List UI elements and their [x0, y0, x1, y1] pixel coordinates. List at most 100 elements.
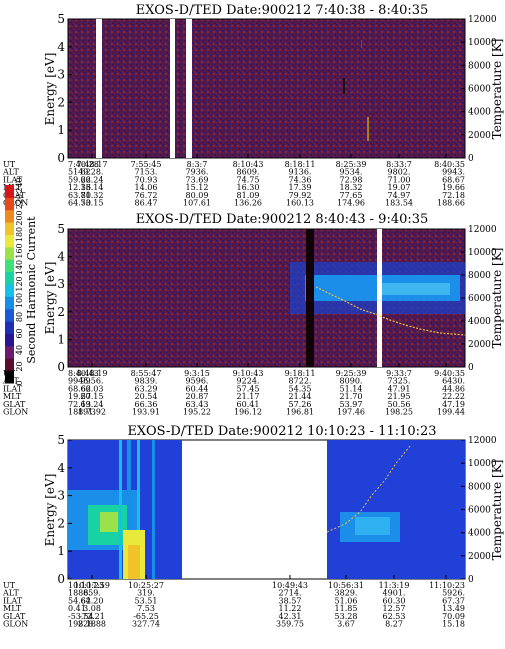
table-row-label: GLON — [3, 408, 28, 417]
colorbar-tick-label: 180 — [15, 227, 24, 242]
table-cell: 11.85 — [335, 604, 358, 613]
y2tick-label: 12000 — [468, 225, 497, 235]
table-cell: 9943. — [442, 168, 465, 177]
panel-1-title: EXOS-D/TED Date:900212 7:40:38 - 8:40:35 — [136, 3, 429, 18]
table-cell: 8:40:35 — [434, 160, 465, 169]
colorbar-tick-label: 100 — [15, 293, 24, 308]
panel-2-yticks: 0 1 2 3 4 5 — [57, 222, 72, 374]
colorbar-cell — [5, 246, 14, 260]
table-cell: 198.18 — [68, 620, 96, 629]
table-cell: 183.54 — [385, 199, 413, 208]
colorbar-tick-label: 140 — [15, 260, 24, 275]
table-cell: 19.66 — [442, 183, 465, 192]
table-cell: 13.14 — [81, 183, 104, 192]
table-cell: 8609. — [237, 168, 260, 177]
table-cell: 9956. — [81, 377, 104, 386]
y2tick-label: 10000 — [468, 38, 497, 48]
table-cell: 8:3:7 — [187, 160, 208, 169]
table-cell: 19.07 — [388, 183, 411, 192]
y2tick-label: 8000 — [468, 271, 491, 281]
panel-1-streaks — [343, 40, 369, 141]
table-cell: 54.62 — [68, 596, 91, 605]
table-cell: 7:55:45 — [131, 160, 162, 169]
table-cell: 188.66 — [437, 199, 465, 208]
table-row-label: ALT — [2, 168, 19, 177]
panel-1-y2ticks: 0 2000 4000 6000 8000 10000 12000 — [461, 15, 497, 164]
table-cell: 6228. — [81, 168, 104, 177]
table-cell: 9802. — [388, 168, 411, 177]
table-cell: 51.14 — [340, 384, 363, 393]
table-cell: 9:10:43 — [233, 369, 264, 378]
table-cell: 20.87 — [186, 392, 209, 401]
table-cell: 11:3:19 — [379, 581, 410, 590]
table-cell: -65.25 — [133, 612, 159, 621]
table-cell: 14.06 — [135, 183, 158, 192]
table-cell: 73.69 — [186, 175, 209, 184]
panel-1-gaps — [96, 19, 192, 158]
panel-1-ylabel: Energy [eV] — [43, 53, 57, 126]
ytick-label: 5 — [57, 12, 65, 26]
panel-3-span-right-bg — [327, 440, 465, 579]
ytick-label: 0 — [57, 360, 65, 374]
table-cell: 72.98 — [340, 175, 363, 184]
table-cell: 18.32 — [340, 183, 363, 192]
table-row-label: GLON — [3, 199, 28, 208]
panel-2-temperature-trace — [315, 286, 466, 336]
table-cell: 0.41 — [68, 604, 86, 613]
ytick-label: 1 — [57, 332, 65, 346]
table-row-label: ALT — [2, 589, 19, 598]
table-cell: 63.43 — [186, 400, 209, 409]
table-cell: 9:40:35 — [434, 369, 465, 378]
panel-2-ylabel: Energy [eV] — [43, 262, 57, 335]
table-cell: 19.67 — [68, 392, 91, 401]
ytick-label: 2 — [57, 95, 65, 109]
y2tick-label: 0 — [468, 154, 474, 164]
table-cell: 160.13 — [286, 199, 314, 208]
table-cell: 60.41 — [237, 400, 260, 409]
y2tick-label: 0 — [468, 363, 474, 373]
table-cell: 3829. — [335, 589, 358, 598]
table-row-label: GLAT — [3, 191, 26, 200]
panel-3-y2label: Temperature [K] — [490, 460, 504, 561]
colorbar-cell — [5, 185, 14, 198]
panel-3-span-left — [68, 440, 182, 579]
table-cell: 10:56:31 — [328, 581, 364, 590]
colorbar-cell — [5, 271, 14, 285]
panel-3-column-b — [127, 440, 131, 579]
panel-3-column-d — [152, 440, 155, 579]
table-cell: 74.36 — [289, 175, 312, 184]
table-cell: 72.13 — [68, 400, 91, 409]
y2tick-label: 12000 — [468, 436, 497, 446]
table-row-label: ILAT — [3, 596, 23, 605]
table-cell: 319. — [137, 589, 155, 598]
colorbar-tick-label: 20 — [15, 361, 24, 371]
colorbar-cell — [5, 333, 14, 347]
colorbar-tick-label: 40 — [15, 345, 24, 355]
colorbar-cell — [5, 259, 14, 273]
table-cell: 7936. — [186, 168, 209, 177]
table-cell: 81.09 — [237, 191, 260, 200]
table-cell: 8:48:19 — [77, 369, 108, 378]
colorbar-cell — [5, 222, 14, 235]
colorbar-cell — [5, 308, 14, 322]
panel-3-column-a — [119, 440, 122, 579]
table-cell: 20.15 — [81, 392, 104, 401]
colorbar-tick-label: 200 — [15, 210, 24, 225]
ytick-label: 3 — [57, 68, 65, 82]
table-cell: 16.30 — [237, 183, 260, 192]
panel-1: EXOS-D/TED Date:900212 7:40:38 - 8:40:35… — [2, 3, 504, 208]
table-cell: 21.95 — [388, 392, 411, 401]
table-cell: 10:49:43 — [272, 581, 308, 590]
table-cell: 9:25:39 — [336, 369, 367, 378]
table-cell: 62.53 — [383, 612, 406, 621]
table-cell: 196.81 — [286, 408, 314, 417]
colorbar-cell — [5, 296, 14, 310]
panel-3-column-c — [137, 440, 140, 579]
y2tick-label: 8000 — [468, 61, 491, 71]
colorbar-cell — [5, 370, 14, 384]
panel-2-band-core — [380, 283, 450, 295]
table-cell: 11:10:23 — [429, 581, 465, 590]
ytick-label: 4 — [57, 250, 65, 264]
table-cell: 53.97 — [340, 400, 363, 409]
